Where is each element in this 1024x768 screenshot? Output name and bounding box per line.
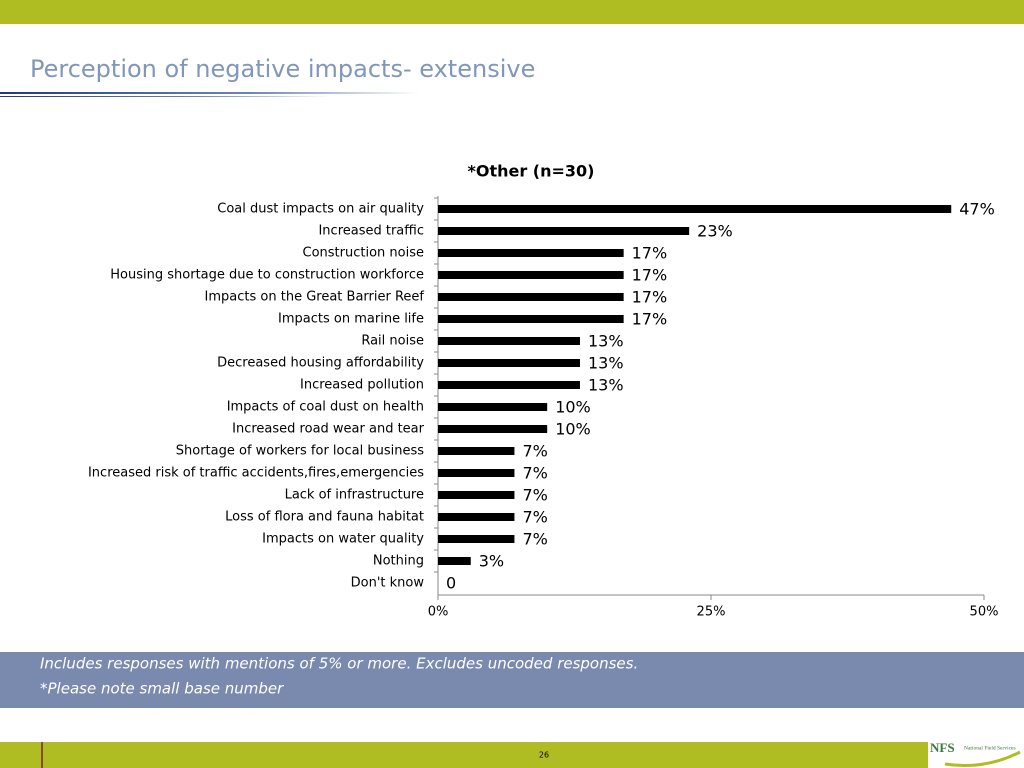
data-label: 7% xyxy=(522,464,547,483)
slide-title: Perception of negative impacts- extensiv… xyxy=(30,55,535,83)
y-tick-label: Increased road wear and tear xyxy=(232,422,424,437)
bar xyxy=(438,249,624,257)
y-tick-label: Don't know xyxy=(351,576,425,591)
bar xyxy=(438,447,515,455)
data-label: 17% xyxy=(632,310,668,329)
bar xyxy=(438,359,580,367)
title-underline xyxy=(0,92,420,94)
data-label: 13% xyxy=(588,354,624,373)
y-tick-label: Increased pollution xyxy=(300,378,424,393)
data-label: 17% xyxy=(632,288,668,307)
y-tick-label: Decreased housing affordability xyxy=(217,356,424,371)
top-band xyxy=(0,0,1024,24)
y-tick-label: Impacts on the Great Barrier Reef xyxy=(205,290,425,305)
logo-box xyxy=(928,740,1024,768)
x-tick-label: 25% xyxy=(697,605,726,620)
logo: NFS xyxy=(930,740,955,755)
y-tick-label: Increased risk of traffic accidents,fire… xyxy=(88,466,424,481)
logo-text: National Field Services xyxy=(964,745,1016,751)
note-band xyxy=(0,652,1024,708)
bar xyxy=(438,535,515,543)
chart-title: *Other (n=30) xyxy=(467,162,594,181)
y-tick-label: Construction noise xyxy=(303,246,424,261)
note: Includes responses with mentions of 5% o… xyxy=(40,655,638,673)
y-tick-label: Lack of infrastructure xyxy=(285,488,424,503)
data-label: 23% xyxy=(697,222,733,241)
data-label: 7% xyxy=(522,442,547,461)
bar xyxy=(438,205,952,213)
bottom-band xyxy=(0,742,1024,768)
data-label: 7% xyxy=(522,508,547,527)
x-tick-label: 50% xyxy=(970,605,999,620)
y-tick-label: Impacts of coal dust on health xyxy=(227,400,424,415)
y-tick-label: Nothing xyxy=(373,554,424,569)
data-label: 7% xyxy=(522,530,547,549)
data-label: 3% xyxy=(479,552,504,571)
y-tick-label: Housing shortage due to construction wor… xyxy=(110,268,424,283)
bar xyxy=(438,469,515,477)
page-number: 26 xyxy=(539,751,549,760)
logo-swoosh xyxy=(944,750,1021,767)
bar xyxy=(438,403,548,411)
y-tick-label: Impacts on marine life xyxy=(278,312,424,327)
data-label: 47% xyxy=(959,200,995,219)
bar xyxy=(438,337,580,345)
y-tick-label: Impacts on water quality xyxy=(262,532,424,547)
title-underline xyxy=(0,96,330,97)
bar xyxy=(438,381,580,389)
bar xyxy=(438,557,471,565)
data-label: 10% xyxy=(555,420,591,439)
data-label: 0 xyxy=(446,574,456,593)
x-tick-label: 0% xyxy=(428,605,449,620)
y-tick-label: Increased traffic xyxy=(318,224,424,239)
data-label: 13% xyxy=(588,376,624,395)
data-label: 7% xyxy=(522,486,547,505)
y-tick-label: Rail noise xyxy=(361,334,424,349)
y-tick-label: Coal dust impacts on air quality xyxy=(217,202,424,217)
bar xyxy=(438,513,515,521)
bar xyxy=(438,425,548,433)
bar xyxy=(438,293,624,301)
note: *Please note small base number xyxy=(40,680,284,698)
y-tick-label: Shortage of workers for local business xyxy=(176,444,424,459)
y-tick-label: Loss of flora and fauna habitat xyxy=(225,510,424,525)
data-label: 13% xyxy=(588,332,624,351)
bar xyxy=(438,271,624,279)
bar xyxy=(438,491,515,499)
data-label: 17% xyxy=(632,244,668,263)
data-label: 17% xyxy=(632,266,668,285)
bar xyxy=(438,315,624,323)
data-label: 10% xyxy=(555,398,591,417)
bar xyxy=(438,227,690,235)
